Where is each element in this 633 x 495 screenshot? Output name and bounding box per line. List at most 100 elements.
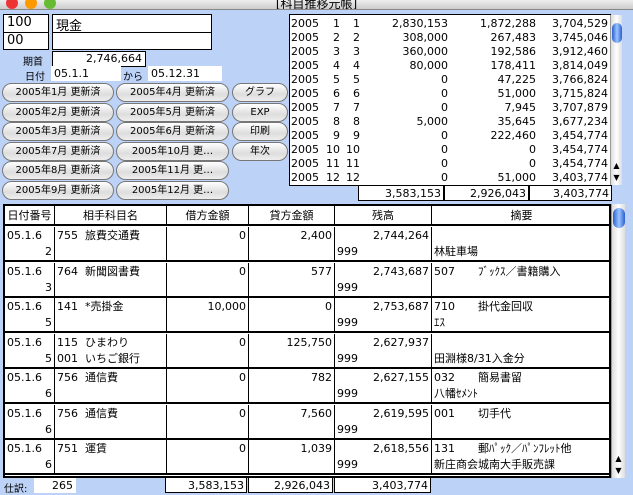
date-from-field[interactable]: 05.1.1: [51, 66, 121, 81]
date-cell[interactable]: 05.1.6 6: [5, 404, 55, 440]
date-cell[interactable]: 05.1.6 6: [5, 369, 55, 404]
date-cell[interactable]: 05.1.6 5: [5, 298, 55, 333]
month-button[interactable]: 2005年8月 更新済: [2, 161, 114, 180]
balance-code: 999: [337, 422, 358, 436]
account-cell[interactable]: 764 新聞図書費: [55, 262, 167, 298]
summary-row[interactable]: 2005 11 11 0 0 3,454,774: [290, 157, 610, 171]
scroll-thumb[interactable]: [613, 208, 625, 228]
summary-row[interactable]: 2005 1 1 2,830,153 1,872,288 3,704,529: [290, 17, 610, 31]
account-code-field[interactable]: 100: [3, 14, 49, 33]
debit-cell[interactable]: 0: [167, 333, 249, 369]
balance-cell[interactable]: 2,619,595 999: [335, 404, 432, 440]
summary-row[interactable]: 2005 5 5 0 47,225 3,766,824: [290, 73, 610, 87]
balance-cell[interactable]: 2,627,937 999: [335, 333, 432, 369]
scroll-down-arrow-icon[interactable]: ▼: [615, 466, 622, 475]
month-button[interactable]: 2005年10月 更…: [116, 141, 229, 161]
account-cell[interactable]: 756 通信費: [55, 404, 167, 440]
summary-row[interactable]: 2005 10 10 0 0 3,454,774: [290, 143, 610, 157]
balance-cell[interactable]: 2,743,687 999: [335, 262, 432, 298]
sub-code-field[interactable]: 00: [3, 32, 49, 50]
date-cell[interactable]: 05.1.6 2: [5, 227, 55, 262]
credit-cell[interactable]: 1,039: [249, 440, 335, 475]
scroll-up-arrow-icon[interactable]: ▲: [613, 161, 620, 170]
debit-cell[interactable]: 10,000: [167, 298, 249, 333]
action-button-graph[interactable]: グラフ: [232, 83, 288, 102]
memo-cell[interactable]: 131 郵ﾊﾟｯｸ／ﾊﾟﾝﾌﾚｯﾄ他 新庄商会城南大手販売課: [432, 440, 609, 475]
date-to-field[interactable]: 05.12.31: [148, 66, 222, 81]
credit-cell[interactable]: 782: [249, 369, 335, 404]
summary-row[interactable]: 2005 12 12 0 51,000 3,403,774: [290, 171, 610, 185]
action-button-annual[interactable]: 年次: [232, 141, 288, 161]
debit-cell[interactable]: 0: [167, 262, 249, 298]
action-button-export[interactable]: EXP: [232, 102, 288, 122]
ledger-scrollbar[interactable]: ▲ ▼: [611, 204, 625, 478]
scroll-down-arrow-icon[interactable]: ▼: [613, 173, 620, 182]
balance-cell[interactable]: 2,753,687 999: [335, 298, 432, 333]
credit-cell[interactable]: 7,560: [249, 404, 335, 440]
memo-cell[interactable]: 林駐車場: [432, 227, 609, 262]
minimize-button[interactable]: [25, 0, 37, 9]
debit-cell[interactable]: 0: [167, 227, 249, 262]
summary-row[interactable]: 2005 3 3 360,000 192,586 3,912,460: [290, 45, 610, 59]
balance-cell[interactable]: 2,618,556 999: [335, 440, 432, 475]
month-button[interactable]: 2005年11月 更…: [116, 161, 229, 180]
balance-cell[interactable]: 2,744,264 999: [335, 227, 432, 262]
summary-scrollbar[interactable]: ▲ ▼: [610, 15, 622, 185]
month-button[interactable]: 2005年9月 更新済: [2, 180, 114, 200]
scroll-thumb[interactable]: [612, 23, 622, 43]
memo-cell[interactable]: 710 掛代金回収 ｴｽ: [432, 298, 609, 333]
month-button[interactable]: 2005年12月 更…: [116, 180, 229, 200]
header-balance[interactable]: 残高: [335, 206, 432, 226]
summary-cell: 8: [333, 115, 340, 128]
balance-cell[interactable]: 2,627,155 999: [335, 369, 432, 404]
header-account[interactable]: 相手科目名: [55, 206, 167, 226]
month-button[interactable]: 2005年2月 更新済: [2, 102, 114, 122]
account-cell[interactable]: 751 運賃: [55, 440, 167, 475]
close-button[interactable]: [6, 0, 18, 9]
memo-cell[interactable]: 507 ﾌﾞｯｸｽ／書籍購入: [432, 263, 609, 298]
credit-cell[interactable]: 2,400: [249, 227, 335, 262]
account-cell[interactable]: 756 通信費: [55, 369, 167, 404]
balance-code: 999: [337, 316, 358, 329]
account-name-field[interactable]: 現金: [52, 14, 212, 33]
credit-cell[interactable]: 125,750: [249, 333, 335, 369]
memo-cell[interactable]: 032 簡易書留 八幡ｾﾒﾝﾄ: [432, 369, 609, 404]
debit-cell[interactable]: 0: [167, 404, 249, 440]
summary-row[interactable]: 2005 2 2 308,000 267,483 3,745,046: [290, 31, 610, 45]
header-credit[interactable]: 貸方金額: [249, 206, 335, 226]
debit-cell[interactable]: 0: [167, 369, 249, 404]
header-memo[interactable]: 摘要: [432, 206, 609, 226]
date-cell[interactable]: 05.1.6 3: [5, 262, 55, 298]
credit-cell[interactable]: 577: [249, 262, 335, 298]
month-button[interactable]: 2005年6月 更新済: [116, 122, 229, 141]
memo-cell[interactable]: 001 切手代: [432, 405, 609, 440]
summary-cell: 2005: [291, 31, 319, 44]
date-cell[interactable]: 05.1.6 5: [5, 333, 55, 369]
header-date-no[interactable]: 日付番号: [5, 206, 55, 226]
month-button[interactable]: 2005年4月 更新済: [116, 83, 229, 102]
summary-row[interactable]: 2005 9 9 0 222,460 3,454,774: [290, 129, 610, 143]
month-button[interactable]: 2005年7月 更新済: [2, 141, 114, 161]
month-button[interactable]: 2005年5月 更新済: [116, 102, 229, 122]
summary-cell: 0: [529, 157, 536, 170]
zoom-button[interactable]: [44, 0, 56, 9]
date-cell[interactable]: 05.1.6 6: [5, 440, 55, 475]
account-cell[interactable]: 115 ひまわり 001 いちご銀行: [55, 333, 167, 369]
month-button[interactable]: 2005年3月 更新済: [2, 122, 114, 141]
opening-balance-field[interactable]: 2,746,664: [52, 51, 146, 67]
summary-row[interactable]: 2005 4 4 80,000 178,411 3,814,049: [290, 59, 610, 73]
month-button[interactable]: 2005年1月 更新済: [2, 83, 114, 102]
account-cell[interactable]: 755 旅費交通費: [55, 227, 167, 262]
summary-cell: 5: [333, 73, 340, 86]
summary-row[interactable]: 2005 6 6 0 51,000 3,715,824: [290, 87, 610, 101]
summary-row[interactable]: 2005 8 8 5,000 35,645 3,677,234: [290, 115, 610, 129]
memo-cell[interactable]: 田淵様8/31入金分: [432, 334, 609, 369]
account-cell[interactable]: 141 *売掛金: [55, 298, 167, 333]
header-debit[interactable]: 借方金額: [167, 206, 249, 226]
summary-row[interactable]: 2005 7 7 0 7,945 3,707,879: [290, 101, 610, 115]
sub-name-field[interactable]: [52, 32, 212, 50]
credit-cell[interactable]: 0: [249, 298, 335, 333]
action-button-print[interactable]: 印刷: [232, 122, 288, 141]
debit-cell[interactable]: 0: [167, 440, 249, 475]
scroll-up-arrow-icon[interactable]: ▲: [615, 454, 622, 463]
